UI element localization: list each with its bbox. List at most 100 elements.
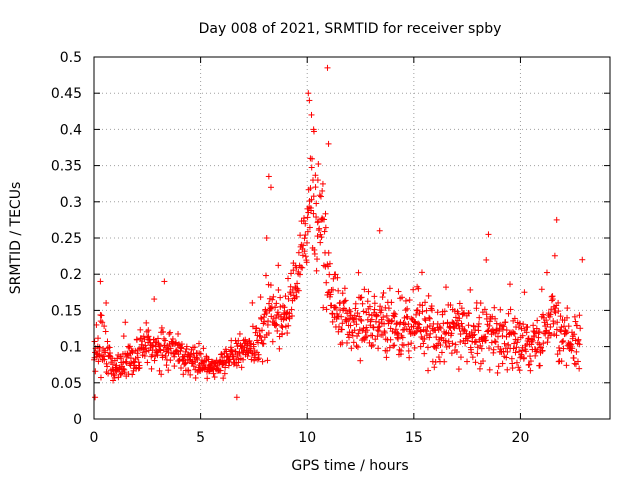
data-point xyxy=(411,344,418,351)
data-point xyxy=(145,333,152,340)
data-point xyxy=(322,224,329,231)
data-point xyxy=(279,324,286,331)
data-point xyxy=(538,344,545,351)
data-point xyxy=(402,297,409,304)
data-point xyxy=(563,362,570,369)
data-point xyxy=(354,333,361,340)
data-point xyxy=(419,302,426,309)
data-point xyxy=(167,329,174,336)
data-point xyxy=(455,322,462,329)
data-point xyxy=(185,367,192,374)
data-point xyxy=(530,322,537,329)
data-point xyxy=(473,305,480,312)
data-point xyxy=(158,371,165,378)
data-point xyxy=(423,328,430,335)
data-point xyxy=(182,348,189,355)
data-point xyxy=(442,330,449,337)
data-point xyxy=(235,337,242,344)
data-point xyxy=(95,358,102,365)
data-point xyxy=(503,354,510,361)
data-point xyxy=(387,336,394,343)
data-point xyxy=(425,292,432,299)
data-point xyxy=(406,354,413,361)
data-point xyxy=(165,367,172,374)
data-point xyxy=(310,126,317,133)
data-point xyxy=(376,323,383,330)
data-point xyxy=(273,300,280,307)
data-point xyxy=(355,269,362,276)
data-point xyxy=(515,364,522,371)
data-point xyxy=(334,274,341,281)
data-point xyxy=(305,90,312,97)
data-point xyxy=(95,335,102,342)
data-point xyxy=(134,350,141,357)
data-point xyxy=(145,327,152,334)
data-point xyxy=(451,308,458,315)
data-point xyxy=(307,155,314,162)
data-point xyxy=(350,339,357,346)
data-point xyxy=(510,330,517,337)
data-point xyxy=(192,374,199,381)
data-point xyxy=(325,140,332,147)
data-point xyxy=(126,344,133,351)
data-point xyxy=(570,355,577,362)
data-point xyxy=(462,327,469,334)
data-point xyxy=(426,334,433,341)
data-point xyxy=(275,287,282,294)
data-point xyxy=(404,305,411,312)
data-point xyxy=(437,342,444,349)
data-point xyxy=(339,320,346,327)
data-point xyxy=(465,322,472,329)
y-tick-label: 0.3 xyxy=(60,195,82,211)
data-point xyxy=(383,354,390,361)
data-point xyxy=(144,359,151,366)
data-point xyxy=(249,299,256,306)
data-point xyxy=(395,331,402,338)
data-point xyxy=(491,304,498,311)
data-point xyxy=(311,246,318,253)
data-point xyxy=(509,365,516,372)
data-point xyxy=(274,309,281,316)
data-point xyxy=(505,341,512,348)
data-point xyxy=(99,319,106,326)
data-point xyxy=(366,339,373,346)
data-point xyxy=(342,297,349,304)
data-point xyxy=(458,320,465,327)
data-point xyxy=(306,224,313,231)
data-point xyxy=(288,270,295,277)
data-point xyxy=(563,329,570,336)
data-point xyxy=(352,300,359,307)
data-point xyxy=(155,335,162,342)
data-point xyxy=(176,356,183,363)
chart-title: Day 008 of 2021, SRMTID for receiver spb… xyxy=(199,21,502,37)
data-point xyxy=(363,333,370,340)
data-point xyxy=(524,323,531,330)
data-point xyxy=(120,333,127,340)
data-point xyxy=(434,309,441,316)
data-point xyxy=(482,337,489,344)
data-point xyxy=(504,366,511,373)
data-point xyxy=(543,269,550,276)
data-point xyxy=(178,345,185,352)
data-point xyxy=(301,235,308,242)
data-point xyxy=(511,340,518,347)
data-point xyxy=(423,307,430,314)
data-point xyxy=(122,319,129,326)
data-point xyxy=(486,366,493,373)
data-point xyxy=(557,313,564,320)
data-point xyxy=(327,291,334,298)
data-point xyxy=(474,350,481,357)
data-point xyxy=(91,338,98,345)
data-point xyxy=(490,346,497,353)
data-point xyxy=(544,321,551,328)
data-point xyxy=(266,300,273,307)
data-point xyxy=(233,362,240,369)
data-point xyxy=(492,339,499,346)
data-points xyxy=(91,64,586,401)
data-point xyxy=(411,318,418,325)
data-point xyxy=(410,323,417,330)
data-point xyxy=(313,200,320,207)
data-point xyxy=(415,285,422,292)
data-point xyxy=(175,330,182,337)
data-point xyxy=(455,366,462,373)
